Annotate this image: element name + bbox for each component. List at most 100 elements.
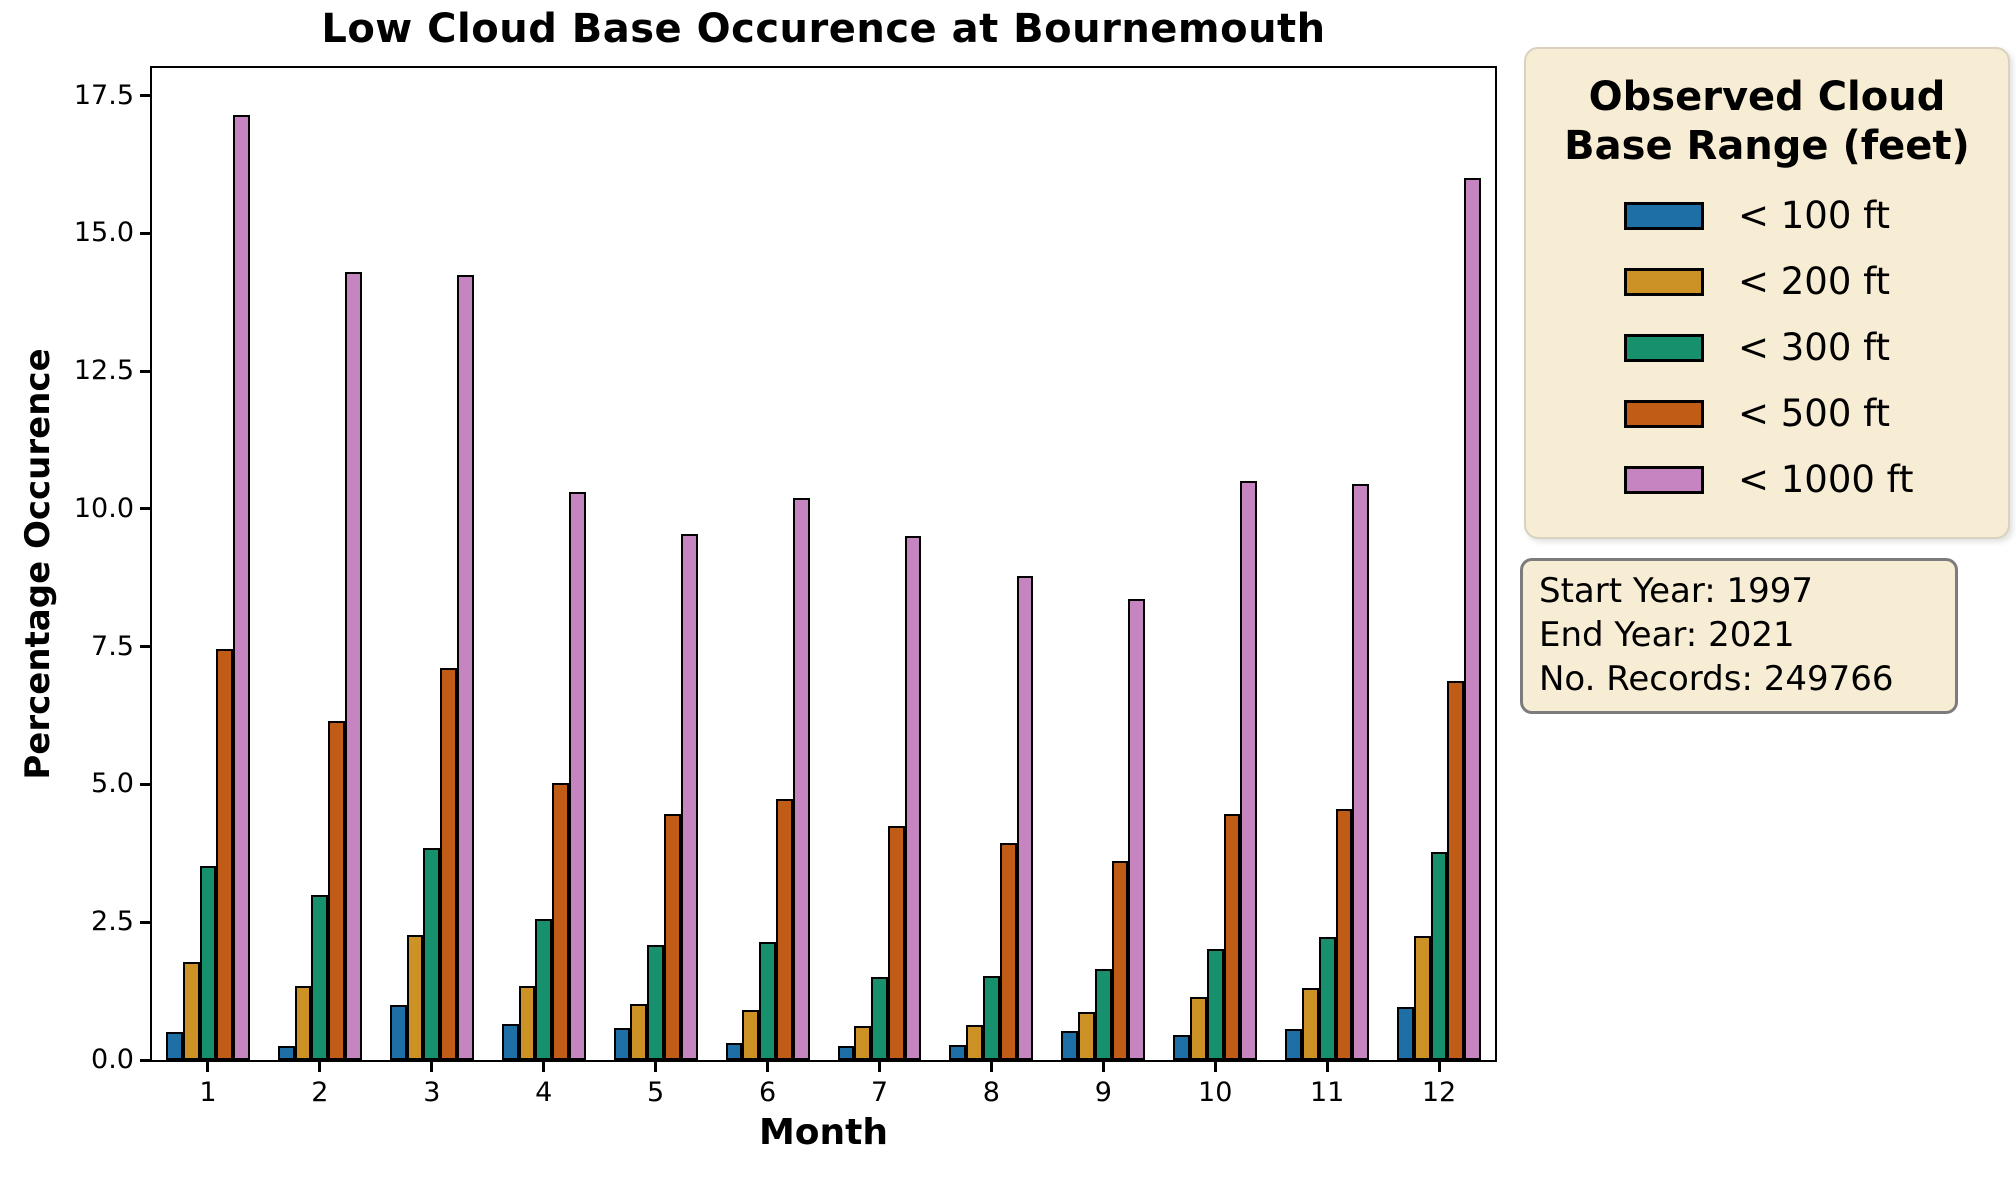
bar-pack bbox=[837, 68, 922, 1060]
bar-month4-series3 bbox=[535, 919, 553, 1060]
bar-month12-series4 bbox=[1447, 680, 1465, 1060]
x-tick-label: 8 bbox=[982, 1077, 1000, 1108]
month-group-11 bbox=[1271, 68, 1383, 1060]
bar-month4-series2 bbox=[518, 986, 536, 1060]
bar-month11-series4 bbox=[1335, 809, 1353, 1060]
bar-month8-series4 bbox=[999, 842, 1017, 1060]
bar-month10-series1 bbox=[1173, 1035, 1191, 1060]
x-tick-mark bbox=[1213, 1062, 1217, 1072]
y-tick-label: 5.0 bbox=[91, 768, 134, 800]
bar-month1-series3 bbox=[199, 866, 217, 1060]
legend-label: < 500 ft bbox=[1738, 392, 1891, 436]
bar-pack bbox=[501, 68, 586, 1060]
chart-title: Low Cloud Base Occurence at Bournemouth bbox=[321, 6, 1326, 52]
y-tick-label: 12.5 bbox=[73, 355, 134, 387]
legend-item: < 200 ft bbox=[1536, 249, 1998, 315]
bar-month11-series5 bbox=[1352, 484, 1370, 1060]
bar-month5-series5 bbox=[680, 533, 698, 1060]
x-tick-mark bbox=[1325, 1062, 1329, 1072]
legend-swatch-icon bbox=[1624, 333, 1704, 362]
bar-month11-series2 bbox=[1301, 987, 1319, 1060]
x-tick-mark bbox=[318, 1062, 322, 1072]
legend: Observed Cloud Base Range (feet) < 100 f… bbox=[1524, 47, 2010, 539]
bar-month5-series1 bbox=[613, 1028, 631, 1060]
bar-month2-series1 bbox=[277, 1045, 295, 1060]
x-tick-label: 11 bbox=[1309, 1077, 1345, 1108]
bar-month4-series1 bbox=[501, 1024, 519, 1060]
bar-month6-series2 bbox=[742, 1010, 760, 1060]
bar-month3-series2 bbox=[406, 935, 424, 1060]
bar-month8-series1 bbox=[949, 1045, 967, 1060]
bar-month7-series2 bbox=[854, 1025, 872, 1060]
legend-item: < 1000 ft bbox=[1536, 447, 1998, 513]
month-group-8 bbox=[935, 68, 1047, 1060]
bar-month11-series3 bbox=[1318, 936, 1336, 1060]
bar-pack bbox=[277, 68, 362, 1060]
bar-month12-series1 bbox=[1397, 1007, 1414, 1060]
legend-item: < 100 ft bbox=[1536, 183, 1998, 249]
bar-month2-series4 bbox=[328, 721, 346, 1060]
bar-month5-series4 bbox=[664, 814, 681, 1060]
bar-month3-series1 bbox=[389, 1004, 407, 1060]
bar-month9-series5 bbox=[1128, 598, 1146, 1060]
bar-month3-series3 bbox=[423, 847, 441, 1060]
bar-month4-series5 bbox=[568, 492, 586, 1060]
month-group-5 bbox=[600, 68, 712, 1060]
x-tick-mark bbox=[542, 1062, 546, 1072]
bar-month1-series1 bbox=[165, 1032, 183, 1060]
bar-month5-series2 bbox=[630, 1004, 648, 1060]
info-line: Start Year: 1997 bbox=[1539, 571, 1814, 611]
bar-month1-series4 bbox=[216, 649, 234, 1060]
y-tick-label: 10.0 bbox=[73, 492, 134, 524]
month-group-1 bbox=[152, 68, 264, 1060]
legend-label: < 200 ft bbox=[1738, 260, 1891, 304]
bar-pack bbox=[389, 68, 474, 1060]
bar-month2-series5 bbox=[345, 271, 362, 1060]
info-line: No. Records: 249766 bbox=[1539, 659, 1894, 699]
bar-month10-series3 bbox=[1206, 948, 1224, 1060]
x-tick-mark bbox=[766, 1062, 770, 1072]
y-tick-label: 17.5 bbox=[73, 79, 134, 111]
month-group-3 bbox=[376, 68, 488, 1060]
legend-label: < 300 ft bbox=[1738, 326, 1891, 370]
month-group-9 bbox=[1047, 68, 1159, 1060]
bar-month5-series3 bbox=[647, 945, 665, 1060]
bar-pack bbox=[1173, 68, 1258, 1060]
bar-pack bbox=[613, 68, 698, 1060]
x-axis-label: Month bbox=[758, 1112, 889, 1153]
x-tick-mark bbox=[1101, 1062, 1105, 1072]
y-tick-mark bbox=[140, 369, 150, 373]
bar-month1-series5 bbox=[233, 114, 250, 1060]
bar-month7-series5 bbox=[904, 536, 922, 1060]
x-tick-label: 3 bbox=[423, 1077, 441, 1108]
month-group-10 bbox=[1159, 68, 1271, 1060]
bar-month12-series5 bbox=[1464, 178, 1482, 1060]
y-tick-mark bbox=[140, 1058, 150, 1062]
bars-layer bbox=[152, 68, 1495, 1060]
x-tick-label: 4 bbox=[535, 1077, 553, 1108]
bar-month2-series2 bbox=[294, 985, 312, 1060]
bar-month10-series4 bbox=[1223, 814, 1241, 1060]
month-group-2 bbox=[264, 68, 376, 1060]
legend-title: Observed Cloud Base Range (feet) bbox=[1564, 74, 1970, 169]
bar-month4-series4 bbox=[552, 783, 569, 1060]
x-tick-label: 2 bbox=[311, 1077, 329, 1108]
bar-month12-series3 bbox=[1430, 852, 1448, 1060]
y-tick-label: 7.5 bbox=[91, 630, 134, 662]
y-axis-label: Percentage Occurence bbox=[18, 348, 58, 780]
y-tick-mark bbox=[140, 507, 150, 511]
bar-month10-series2 bbox=[1190, 996, 1207, 1060]
bar-month12-series2 bbox=[1413, 936, 1431, 1060]
bar-month8-series2 bbox=[966, 1025, 983, 1060]
x-tick-label: 1 bbox=[199, 1077, 217, 1108]
bar-pack bbox=[1285, 68, 1370, 1060]
bar-month3-series4 bbox=[440, 667, 457, 1060]
legend-label: < 1000 ft bbox=[1738, 458, 1914, 502]
y-tick-mark bbox=[140, 94, 150, 98]
bar-month8-series3 bbox=[983, 976, 1000, 1060]
x-tick-label: 10 bbox=[1198, 1077, 1233, 1108]
bar-month9-series4 bbox=[1111, 861, 1129, 1060]
bar-month9-series2 bbox=[1078, 1011, 1095, 1060]
bar-month7-series1 bbox=[837, 1046, 855, 1060]
